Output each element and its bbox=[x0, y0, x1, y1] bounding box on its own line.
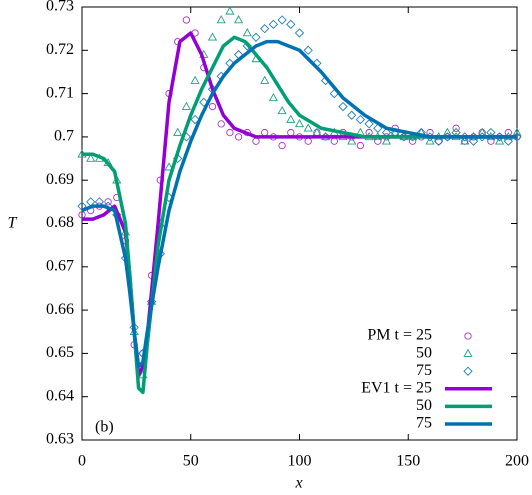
y-tick-label: 0.64 bbox=[46, 387, 74, 404]
data-point bbox=[261, 128, 269, 137]
y-tick-label: 0.68 bbox=[46, 214, 74, 231]
legend-label: 75 bbox=[416, 415, 432, 432]
y-tick-label: 0.63 bbox=[46, 431, 74, 448]
data-point bbox=[287, 128, 295, 137]
data-point bbox=[164, 162, 174, 171]
x-tick-label: 100 bbox=[288, 453, 312, 470]
data-point bbox=[234, 15, 244, 24]
data-point bbox=[242, 41, 252, 51]
data-point bbox=[452, 124, 460, 132]
data-point bbox=[182, 16, 191, 24]
legend-label: 75 bbox=[416, 362, 432, 379]
data-point bbox=[226, 128, 234, 137]
data-point bbox=[303, 123, 313, 132]
data-point bbox=[434, 136, 444, 146]
data-point bbox=[468, 136, 479, 146]
annotation: (b) bbox=[95, 419, 114, 436]
data-point bbox=[294, 28, 305, 38]
data-point bbox=[425, 136, 435, 145]
data-point bbox=[86, 153, 96, 162]
y-tick-label: 0.65 bbox=[46, 344, 74, 361]
x-tick-label: 150 bbox=[396, 453, 420, 470]
x-tick-label: 50 bbox=[183, 453, 199, 470]
legend-label: 50 bbox=[416, 397, 432, 414]
y-tick-label: 0.67 bbox=[46, 257, 74, 274]
y-tick-label: 0.71 bbox=[46, 84, 74, 101]
data-point bbox=[487, 137, 495, 145]
data-point bbox=[225, 6, 235, 15]
legend-marker bbox=[463, 366, 473, 376]
y-tick-label: 0.7 bbox=[54, 128, 74, 145]
data-point bbox=[355, 114, 366, 125]
data-point bbox=[173, 127, 183, 136]
data-point bbox=[278, 141, 286, 150]
data-point bbox=[277, 15, 287, 25]
data-point bbox=[268, 19, 279, 29]
legend-label: PM t = 25 bbox=[367, 327, 432, 344]
data-point bbox=[277, 105, 287, 115]
plot-frame bbox=[81, 6, 518, 441]
data-point bbox=[242, 28, 252, 37]
x-tick-label: 200 bbox=[505, 453, 529, 470]
legend-marker bbox=[463, 348, 473, 357]
data-point bbox=[356, 141, 365, 150]
data-point bbox=[503, 136, 513, 146]
legend-label: EV1 t = 25 bbox=[361, 379, 432, 396]
data-point bbox=[373, 123, 383, 133]
x-tick-label: 0 bbox=[78, 453, 86, 470]
data-point bbox=[364, 119, 374, 129]
data-point bbox=[286, 114, 296, 123]
data-point bbox=[495, 136, 505, 145]
data-point bbox=[442, 127, 452, 136]
data-point bbox=[251, 32, 261, 42]
data-point bbox=[268, 93, 278, 102]
data-point bbox=[207, 32, 218, 41]
data-point bbox=[208, 102, 217, 111]
data-point bbox=[260, 24, 270, 34]
data-point bbox=[181, 101, 191, 110]
x-axis-label: x bbox=[294, 475, 302, 492]
data-point bbox=[338, 101, 348, 112]
y-tick-label: 0.66 bbox=[46, 301, 74, 318]
y-tick-label: 0.73 bbox=[46, 0, 74, 15]
data-point bbox=[374, 137, 382, 145]
data-point bbox=[260, 75, 270, 84]
data-point bbox=[381, 136, 392, 145]
data-point bbox=[460, 136, 470, 145]
data-point bbox=[347, 136, 357, 145]
y-axis-label: T bbox=[8, 215, 18, 232]
legend-label: 50 bbox=[416, 344, 432, 361]
data-point bbox=[294, 118, 305, 128]
y-tick-label: 0.72 bbox=[46, 41, 74, 58]
data-point bbox=[304, 137, 312, 145]
data-point bbox=[303, 45, 313, 55]
data-point bbox=[347, 110, 357, 120]
data-point bbox=[217, 120, 225, 128]
y-tick-label: 0.69 bbox=[46, 171, 74, 188]
data-point bbox=[104, 198, 112, 206]
data-point bbox=[286, 19, 296, 29]
data-point bbox=[234, 133, 243, 141]
data-point bbox=[190, 114, 200, 125]
data-point bbox=[190, 75, 200, 84]
data-point bbox=[252, 137, 260, 145]
data-point bbox=[199, 97, 209, 107]
data-line bbox=[81, 39, 517, 369]
legend-marker bbox=[464, 332, 472, 340]
data-point bbox=[216, 15, 226, 24]
data-point bbox=[330, 137, 338, 145]
